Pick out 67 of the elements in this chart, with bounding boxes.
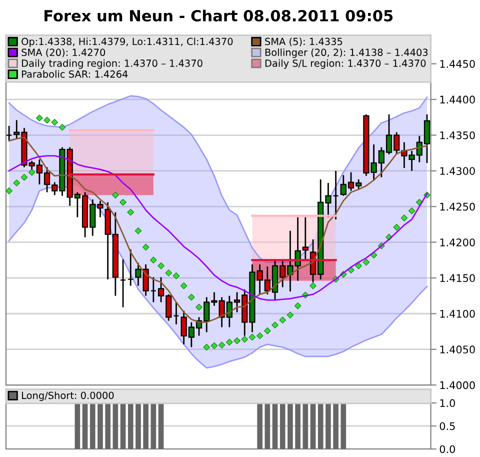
point [279, 316, 286, 324]
candlestick [332, 170, 339, 220]
candlestick [128, 248, 134, 286]
legend-label: SMA (5): 1.4335 [265, 38, 342, 46]
legend-label: Long/Short: 0.0000 [22, 392, 114, 401]
y-tick-label: 1.4400 [440, 96, 475, 104]
candlestick [173, 302, 180, 326]
y-tick-label: 1.4450 [440, 60, 475, 68]
point [393, 224, 400, 231]
point [310, 282, 316, 290]
y-tick-label: 1.4350 [440, 131, 475, 140]
point [362, 258, 370, 266]
point [188, 294, 195, 301]
point [6, 187, 12, 194]
y-tick-label: 1.4100 [440, 310, 475, 318]
point [58, 124, 66, 131]
y-tick-label: 0.0 [440, 445, 456, 454]
y-tick-label: 1.4300 [440, 167, 475, 175]
legend-label: Op:1.4338, Hi:1.4379, Lo:1.4311, Cl:1.4370 [22, 38, 233, 48]
y-tick-label: 1.4050 [440, 346, 475, 354]
point [120, 198, 126, 206]
point [134, 227, 142, 234]
point [13, 180, 20, 186]
y-tick-label: 0.5 [440, 422, 455, 430]
y-tick-label: 1.4150 [440, 274, 475, 282]
point [226, 338, 233, 346]
point [44, 116, 50, 124]
point [286, 312, 294, 318]
point [158, 262, 164, 270]
point [408, 207, 416, 214]
y-tick-label: 1.4250 [440, 202, 475, 211]
point [172, 272, 180, 280]
point [28, 168, 36, 176]
point [196, 304, 202, 311]
point [218, 342, 226, 348]
legend-label: Parabolic SAR: 1.4264 [22, 70, 128, 78]
point [210, 342, 218, 350]
point [180, 282, 188, 290]
point [203, 344, 210, 351]
candlestick [120, 258, 126, 308]
legend-label: Bollinger (20, 2): 1.4138 – 1.4403 [265, 48, 428, 58]
point [272, 322, 278, 328]
point [112, 192, 119, 198]
point [127, 208, 134, 216]
point [142, 244, 150, 251]
point [248, 334, 256, 341]
y-tick-label: 1.4000 [440, 381, 475, 390]
candlestick [150, 276, 156, 303]
y-tick-label: 1.4200 [440, 238, 475, 246]
legend-label: Daily S/L region: 1.4370 – 1.4370 [265, 59, 426, 69]
y-tick-label: 1.0 [440, 399, 456, 408]
candlestick [6, 125, 12, 142]
point [150, 256, 157, 264]
legend-label: Daily trading region: 1.4370 – 1.4370 [22, 59, 202, 69]
point [51, 118, 58, 126]
point [165, 270, 172, 276]
chart-title: Forex um Neun - Chart 08.08.2011 09:05 [44, 10, 393, 22]
point [355, 262, 362, 270]
point [256, 332, 264, 340]
point [36, 114, 43, 122]
point [234, 337, 240, 344]
point [400, 214, 408, 222]
point [20, 174, 28, 181]
point [264, 327, 271, 334]
point [294, 302, 302, 310]
legend-label: SMA (20): 1.4270 [22, 48, 106, 58]
point [241, 336, 248, 343]
